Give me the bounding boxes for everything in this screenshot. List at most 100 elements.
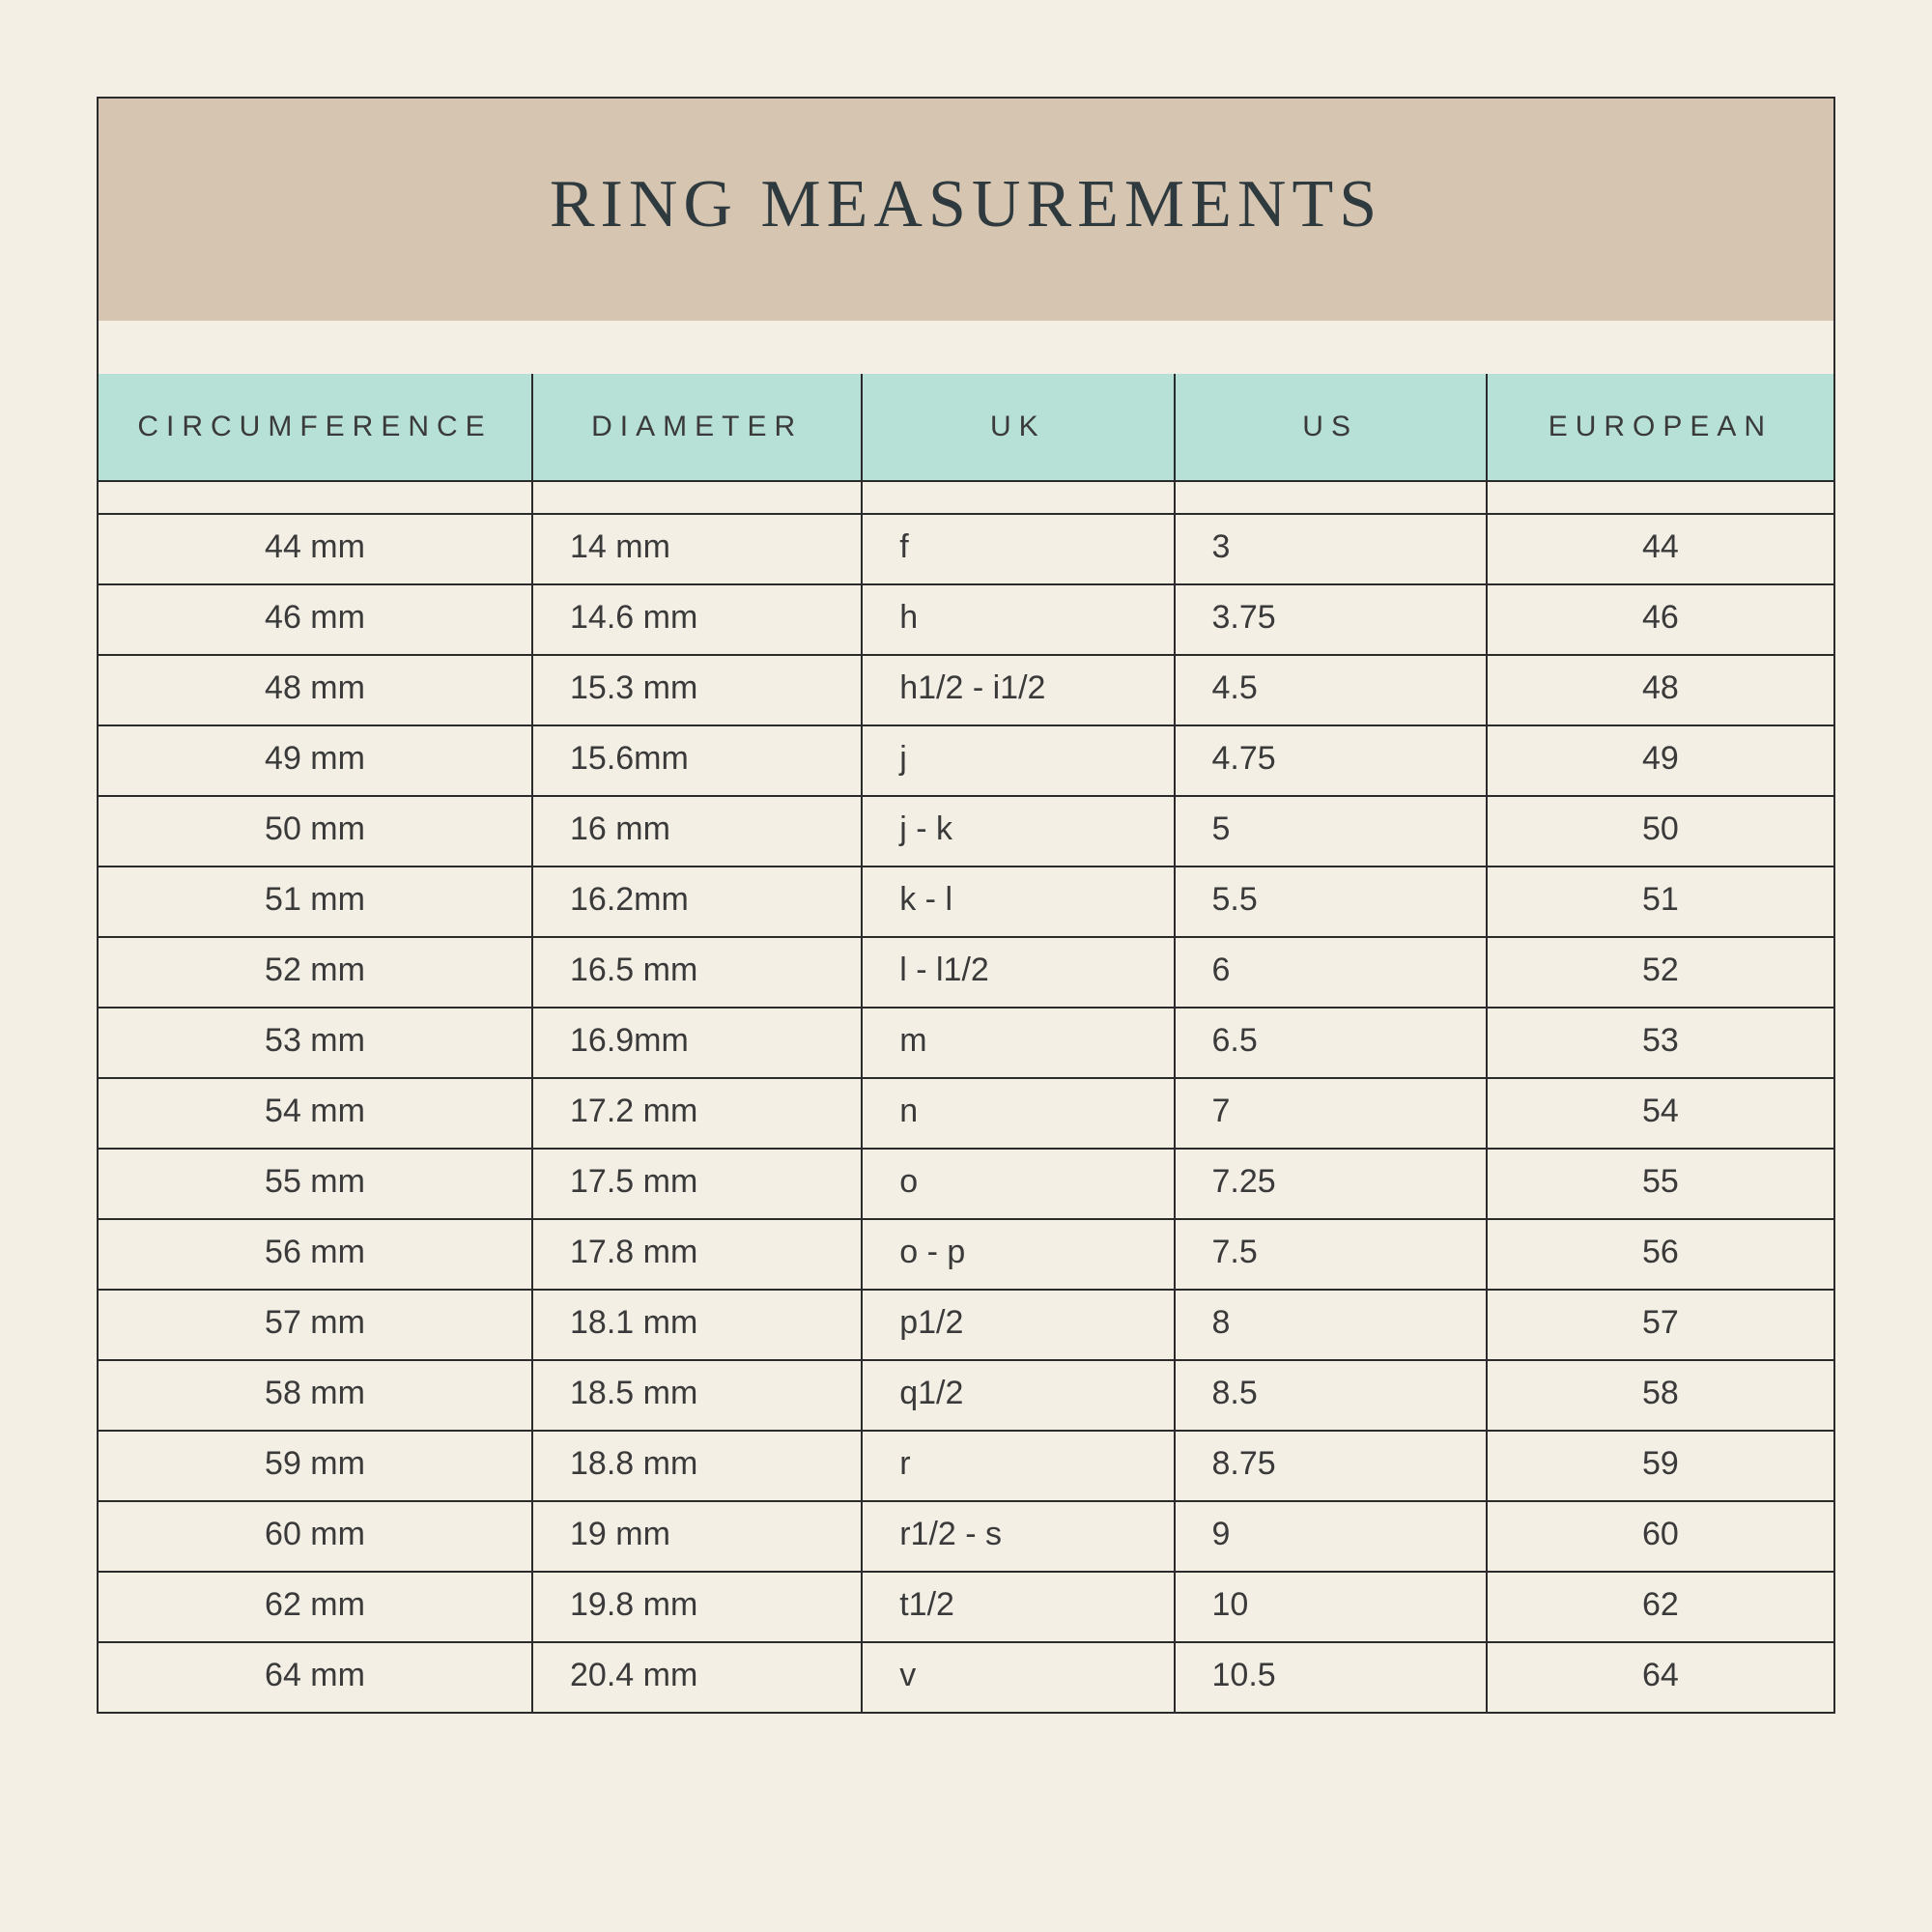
table-cell: 16.5 mm [532,937,862,1008]
table-cell: 19 mm [532,1501,862,1572]
table-cell: 44 [1487,514,1833,584]
table-cell: 52 mm [99,937,532,1008]
table-cell: h [862,584,1174,655]
table-cell: 60 [1487,1501,1833,1572]
table-cell: j [862,725,1174,796]
table-cell: 5.5 [1175,867,1487,937]
table-row: 59 mm18.8 mmr8.7559 [99,1431,1833,1501]
table-row: 58 mm18.5 mmq1/28.558 [99,1360,1833,1431]
table-cell: 7 [1175,1078,1487,1149]
table-cell: m [862,1008,1174,1078]
table-cell: 60 mm [99,1501,532,1572]
table-cell: 62 mm [99,1572,532,1642]
table-cell: 17.5 mm [532,1149,862,1219]
table-cell: 14.6 mm [532,584,862,655]
table-cell: 52 [1487,937,1833,1008]
table-cell: 59 mm [99,1431,532,1501]
col-diameter: DIAMETER [532,374,862,481]
table-cell: 18.8 mm [532,1431,862,1501]
table-cell: 50 mm [99,796,532,867]
table-cell: 10 [1175,1572,1487,1642]
table-cell: r [862,1431,1174,1501]
table-cell: 20.4 mm [532,1642,862,1712]
col-european: EUROPEAN [1487,374,1833,481]
col-uk: UK [862,374,1174,481]
table-row: 64 mm20.4 mmv10.564 [99,1642,1833,1712]
table-cell: 6.5 [1175,1008,1487,1078]
table-cell: f [862,514,1174,584]
table-cell: v [862,1642,1174,1712]
table-header-row: CIRCUMFERENCE DIAMETER UK US EUROPEAN [99,374,1833,481]
table-cell: 16.2mm [532,867,862,937]
table-cell: 64 [1487,1642,1833,1712]
table-cell: 54 [1487,1078,1833,1149]
table-row: 46 mm14.6 mmh3.7546 [99,584,1833,655]
table-cell: 54 mm [99,1078,532,1149]
table-cell: 51 [1487,867,1833,937]
measurements-table: CIRCUMFERENCE DIAMETER UK US EUROPEAN 44… [99,374,1833,1712]
col-us: US [1175,374,1487,481]
measurements-card: RING MEASUREMENTS CIRCUMFERENCE DIAMETER… [97,97,1835,1714]
table-row: 60 mm19 mmr1/2 - s960 [99,1501,1833,1572]
table-cell: 17.8 mm [532,1219,862,1290]
col-circumference: CIRCUMFERENCE [99,374,532,481]
table-cell: 59 [1487,1431,1833,1501]
table-row: 62 mm19.8 mmt1/21062 [99,1572,1833,1642]
table-row: 48 mm15.3 mmh1/2 - i1/24.548 [99,655,1833,725]
table-cell: 57 [1487,1290,1833,1360]
table-cell: o [862,1149,1174,1219]
table-cell: 56 mm [99,1219,532,1290]
table-row: 55 mm17.5 mmo7.2555 [99,1149,1833,1219]
table-row: 54 mm17.2 mmn754 [99,1078,1833,1149]
table-cell: 16 mm [532,796,862,867]
table-cell: 64 mm [99,1642,532,1712]
spacer-row [99,481,1833,514]
table-cell: 5 [1175,796,1487,867]
table-cell: h1/2 - i1/2 [862,655,1174,725]
table-cell: p1/2 [862,1290,1174,1360]
table-cell: 19.8 mm [532,1572,862,1642]
table-cell: 8.75 [1175,1431,1487,1501]
table-cell: 17.2 mm [532,1078,862,1149]
table-cell: 15.3 mm [532,655,862,725]
table-row: 52 mm16.5 mml - l1/2652 [99,937,1833,1008]
table-cell: 46 [1487,584,1833,655]
table-cell: 8 [1175,1290,1487,1360]
table-cell: n [862,1078,1174,1149]
table-cell: 49 mm [99,725,532,796]
table-cell: 8.5 [1175,1360,1487,1431]
table-cell: 58 mm [99,1360,532,1431]
table-row: 50 mm16 mmj - k550 [99,796,1833,867]
table-row: 56 mm17.8 mmo - p7.556 [99,1219,1833,1290]
table-cell: 53 [1487,1008,1833,1078]
table-cell: 7.25 [1175,1149,1487,1219]
table-row: 49 mm15.6mmj4.7549 [99,725,1833,796]
table-cell: 48 mm [99,655,532,725]
table-cell: t1/2 [862,1572,1174,1642]
table-cell: k - l [862,867,1174,937]
table-cell: 55 [1487,1149,1833,1219]
table-cell: q1/2 [862,1360,1174,1431]
table-cell: 3 [1175,514,1487,584]
table-cell: 55 mm [99,1149,532,1219]
table-cell: 15.6mm [532,725,862,796]
header-gap [99,321,1833,374]
page-title: RING MEASUREMENTS [118,166,1814,243]
table-cell: 56 [1487,1219,1833,1290]
table-cell: 6 [1175,937,1487,1008]
table-cell: 57 mm [99,1290,532,1360]
table-cell: 7.5 [1175,1219,1487,1290]
table-cell: j - k [862,796,1174,867]
table-cell: 58 [1487,1360,1833,1431]
table-cell: 14 mm [532,514,862,584]
table-cell: 44 mm [99,514,532,584]
table-cell: 18.5 mm [532,1360,862,1431]
table-cell: 4.5 [1175,655,1487,725]
table-cell: 53 mm [99,1008,532,1078]
table-cell: r1/2 - s [862,1501,1174,1572]
table-row: 53 mm16.9mmm6.553 [99,1008,1833,1078]
table-row: 51 mm16.2mmk - l5.551 [99,867,1833,937]
table-cell: 4.75 [1175,725,1487,796]
table-cell: 10.5 [1175,1642,1487,1712]
table-row: 57 mm18.1 mmp1/2857 [99,1290,1833,1360]
